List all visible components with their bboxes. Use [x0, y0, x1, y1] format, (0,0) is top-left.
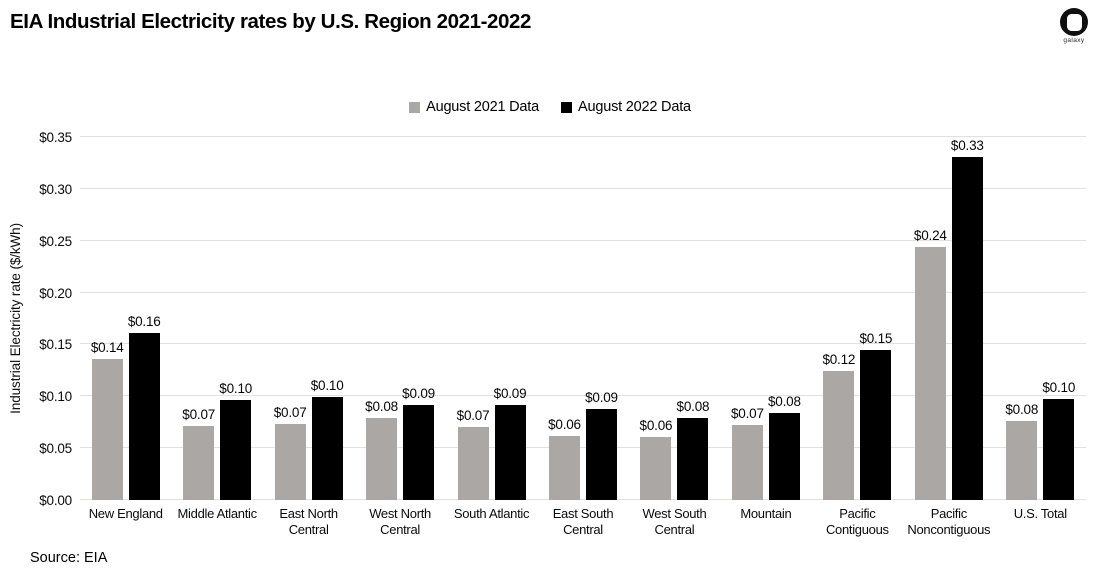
- bar-value-label: $0.06: [548, 416, 581, 432]
- bar-2021-pacific-noncontiguous: $0.24: [914, 228, 947, 500]
- bar-group-east-north-central: $0.07 $0.10: [263, 137, 354, 500]
- gridline: [80, 136, 1086, 137]
- legend-label: August 2022 Data: [578, 99, 691, 115]
- gridline: [80, 499, 1086, 500]
- x-axis-label-pacific-contiguous: Pacific Contiguous: [825, 506, 889, 537]
- bar-value-label: $0.07: [182, 407, 216, 423]
- bar-group-west-north-central: $0.08 $0.09: [354, 137, 445, 500]
- bar-value-label: $0.09: [493, 385, 527, 401]
- bar-group-pacific-noncontiguous: $0.24 $0.33: [903, 137, 994, 500]
- bar-2021-east-north-central: $0.07: [274, 405, 307, 500]
- gridline: [80, 291, 1086, 293]
- x-axis-label-east-south-central: East South Central: [552, 506, 614, 537]
- bar-value-label: $0.33: [950, 137, 984, 153]
- bar-2022-west-north-central: $0.09: [402, 386, 435, 500]
- y-axis-tick-label: $0.30: [39, 181, 72, 197]
- bar-value-label: $0.24: [913, 227, 947, 243]
- y-axis-tick-label: $0.25: [39, 233, 72, 249]
- bar-group-west-south-central: $0.06 $0.08: [629, 137, 720, 500]
- bar-value-label: $0.07: [273, 405, 307, 421]
- bar-value-label: $0.07: [456, 408, 490, 424]
- bar-2021-mountain: $0.07: [731, 406, 764, 500]
- bar-value-label: $0.08: [676, 399, 710, 415]
- legend-swatch-icon: [409, 101, 421, 113]
- bar-value-label: $0.09: [402, 385, 435, 401]
- bar-2022-pacific-noncontiguous: $0.33: [951, 138, 984, 500]
- bar-value-label: $0.10: [219, 381, 253, 397]
- galaxy-logo: galaxy: [1060, 8, 1088, 44]
- x-axis-label-u-s-total: U.S. Total: [1013, 506, 1067, 521]
- bar-value-label: $0.07: [730, 406, 764, 422]
- bar-2021-west-south-central: $0.06: [640, 418, 673, 500]
- bar-group-pacific-contiguous: $0.12 $0.15: [812, 137, 903, 500]
- bar-2021-middle-atlantic: $0.07: [182, 407, 215, 500]
- bar-value-label: $0.08: [1005, 402, 1039, 418]
- bar-2022-east-north-central: $0.10: [311, 378, 344, 500]
- bar-value-label: $0.10: [310, 378, 344, 394]
- bar-value-label: $0.14: [90, 339, 124, 355]
- bar-2022-middle-atlantic: $0.10: [219, 381, 252, 500]
- legend-label: August 2021 Data: [426, 99, 539, 115]
- galaxy-logo-squircle: [1066, 13, 1082, 31]
- bar-2022-east-south-central: $0.09: [585, 390, 618, 500]
- bar-group-new-england: $0.14 $0.16: [80, 137, 171, 500]
- bar-value-label: $0.12: [822, 352, 856, 368]
- bar-2021-u-s-total: $0.08: [1005, 402, 1038, 500]
- y-axis-tick-label: $0.00: [39, 493, 72, 508]
- bar-2021-east-south-central: $0.06: [548, 417, 581, 500]
- chart-title: EIA Industrial Electricity rates by U.S.…: [10, 10, 532, 33]
- bar-value-label: $0.08: [365, 399, 398, 415]
- x-axis-label-south-atlantic: South Atlantic: [453, 506, 530, 521]
- y-axis-tick-label: $0.20: [39, 285, 72, 301]
- bar-2022-mountain: $0.08: [768, 394, 801, 500]
- gridline: [80, 343, 1086, 345]
- x-axis-label-east-north-central: East North Central: [279, 506, 338, 537]
- bar-2021-new-england: $0.14: [91, 340, 124, 500]
- y-axis-tick-label: $0.10: [39, 389, 72, 405]
- bar-value-label: $0.06: [639, 417, 673, 433]
- bar-value-label: $0.16: [127, 314, 161, 330]
- gridline: [80, 395, 1086, 397]
- bar-value-label: $0.10: [1042, 380, 1076, 396]
- gridline: [80, 239, 1086, 241]
- plot-area: $0.00 $0.05 $0.10 $0.15 $0.20 $0.25 $0.30 $0.35…: [39, 130, 1086, 508]
- y-axis-tick-label: $0.35: [39, 130, 72, 145]
- x-axis-label-west-south-central: West South Central: [642, 506, 707, 537]
- x-axis-label-mountain: Mountain: [740, 506, 792, 521]
- bar-2022-new-england: $0.16: [128, 314, 161, 500]
- source-note: Source: EIA: [30, 550, 108, 566]
- bar-2021-west-north-central: $0.08: [365, 399, 398, 500]
- bar-group-south-atlantic: $0.07 $0.09: [446, 137, 537, 500]
- bar-value-label: $0.08: [767, 393, 801, 409]
- bar-2021-south-atlantic: $0.07: [457, 408, 490, 500]
- legend-item-august-2021-data: August 2021 Data: [409, 99, 539, 115]
- bar-value-label: $0.15: [859, 330, 893, 346]
- bar-group-mountain: $0.07 $0.08: [720, 137, 811, 500]
- x-axis-labels: New England Middle Atlantic East North Cen…: [80, 506, 1086, 538]
- legend-swatch-icon: [561, 101, 572, 113]
- bar-value-label: $0.09: [585, 389, 618, 405]
- bar-2021-pacific-contiguous: $0.12: [822, 352, 855, 500]
- gridline: [80, 447, 1086, 449]
- chart-legend: August 2021 Data August 2022 Data: [0, 99, 1100, 115]
- bar-2022-west-south-central: $0.08: [677, 399, 710, 500]
- y-axis-tick-label: $0.15: [39, 337, 72, 353]
- bar-group-east-south-central: $0.06 $0.09: [537, 137, 628, 500]
- legend-item-august-2022-data: August 2022 Data: [561, 99, 691, 115]
- gridline: [80, 187, 1086, 189]
- x-axis-label-new-england: New England: [88, 506, 163, 521]
- bar-2022-u-s-total: $0.10: [1042, 380, 1075, 500]
- x-axis-label-pacific-noncontiguous: Pacific Noncontiguous: [907, 506, 991, 537]
- galaxy-logo-wordmark: galaxy: [1063, 37, 1085, 44]
- galaxy-logo-icon: [1060, 8, 1088, 36]
- y-axis-tick-label: $0.05: [39, 441, 72, 457]
- bar-2022-pacific-contiguous: $0.15: [859, 331, 892, 500]
- bar-group-u-s-total: $0.08 $0.10: [995, 137, 1086, 500]
- bar-group-middle-atlantic: $0.07 $0.10: [171, 137, 262, 500]
- x-axis-label-west-north-central: West North Central: [369, 506, 431, 537]
- x-axis-label-middle-atlantic: Middle Atlantic: [177, 506, 258, 521]
- bar-2022-south-atlantic: $0.09: [494, 386, 527, 500]
